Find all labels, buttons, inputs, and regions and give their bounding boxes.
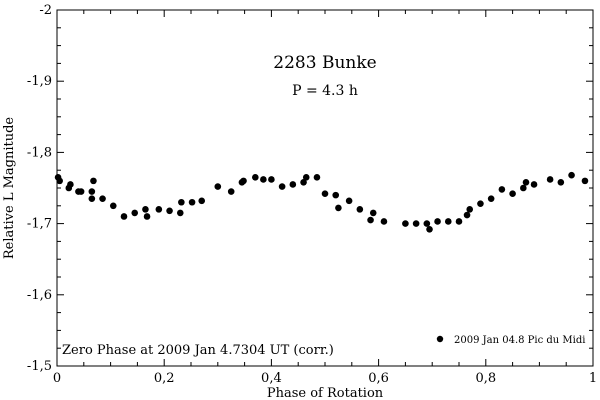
x-axis-label: Phase of Rotation	[267, 386, 384, 400]
data-point	[131, 209, 139, 217]
data-point	[88, 195, 96, 202]
data-point	[77, 188, 85, 195]
data-point	[260, 176, 267, 183]
data-point	[176, 209, 184, 217]
data-point	[178, 198, 185, 206]
points-layer	[54, 171, 589, 233]
data-point	[240, 177, 247, 185]
x-tick-label: 0	[53, 371, 61, 386]
chart-title: 2283 Bunke	[273, 53, 376, 73]
data-point	[509, 190, 516, 197]
x-tick-label: 0,2	[154, 371, 175, 386]
data-point	[466, 206, 474, 213]
data-point	[198, 197, 206, 205]
data-point	[313, 174, 321, 181]
y-tick-label: -1,9	[27, 74, 52, 89]
data-point	[557, 179, 565, 186]
data-point	[426, 225, 433, 233]
data-point	[434, 218, 441, 225]
y-tick-label: -1,6	[27, 288, 52, 303]
data-point	[455, 218, 463, 225]
data-point	[345, 197, 353, 205]
data-point	[155, 206, 163, 213]
y-tick-label: -1,8	[27, 145, 52, 160]
data-point	[568, 171, 575, 179]
data-point	[56, 177, 63, 185]
data-point	[369, 209, 377, 217]
legend-marker	[436, 335, 444, 343]
data-point	[278, 183, 286, 190]
data-point	[88, 188, 96, 195]
y-tick-label: -2	[39, 3, 52, 18]
data-point	[321, 190, 329, 197]
x-tick-label: 0,4	[261, 371, 282, 386]
data-point	[268, 176, 275, 183]
data-point	[581, 177, 589, 185]
x-tick-label: 0,6	[368, 371, 389, 386]
data-point	[423, 220, 431, 227]
data-point	[522, 179, 530, 186]
data-point	[109, 202, 117, 210]
zero-phase-annotation: Zero Phase at 2009 Jan 4.7304 UT (corr.)	[62, 343, 334, 358]
data-point	[463, 211, 471, 219]
data-point	[227, 188, 235, 195]
data-point	[444, 218, 452, 225]
data-point	[142, 206, 149, 213]
data-point	[300, 179, 307, 186]
y-tick-label: -1,7	[27, 217, 52, 232]
legend: 2009 Jan 04.8 Pic du Midi	[436, 335, 585, 346]
data-point	[302, 174, 310, 181]
data-point	[546, 176, 554, 183]
data-point	[520, 184, 527, 192]
y-tick-label: -1,5	[27, 359, 52, 374]
x-tick-label: 0,8	[475, 371, 496, 386]
x-tick-label: 1	[589, 371, 597, 386]
chart-subtitle: P = 4.3 h	[292, 83, 358, 99]
data-point	[356, 206, 364, 213]
data-point	[332, 191, 340, 199]
data-point	[477, 200, 484, 207]
data-point	[252, 174, 259, 181]
data-point	[402, 220, 409, 227]
data-point	[214, 183, 222, 190]
data-point	[380, 218, 388, 225]
y-axis-label: Relative L Magnitude	[2, 117, 17, 260]
legend-label: 2009 Jan 04.8 Pic du Midi	[454, 335, 585, 346]
data-point	[289, 181, 297, 188]
data-point	[166, 207, 173, 215]
data-point	[487, 195, 495, 202]
data-point	[90, 177, 97, 185]
data-point	[67, 181, 74, 188]
data-point	[498, 186, 506, 193]
data-point	[99, 195, 106, 202]
data-point	[188, 198, 196, 206]
data-point	[120, 213, 128, 220]
data-point	[412, 220, 420, 227]
data-point	[367, 216, 374, 224]
axes-layer: 0 0,2 0,4 0,6 0,8 1 -2 -1,9 -1,8 -1,7 -1,6 -1,5	[27, 3, 597, 386]
data-point	[530, 181, 538, 188]
data-point	[143, 213, 151, 220]
data-point	[335, 204, 342, 212]
